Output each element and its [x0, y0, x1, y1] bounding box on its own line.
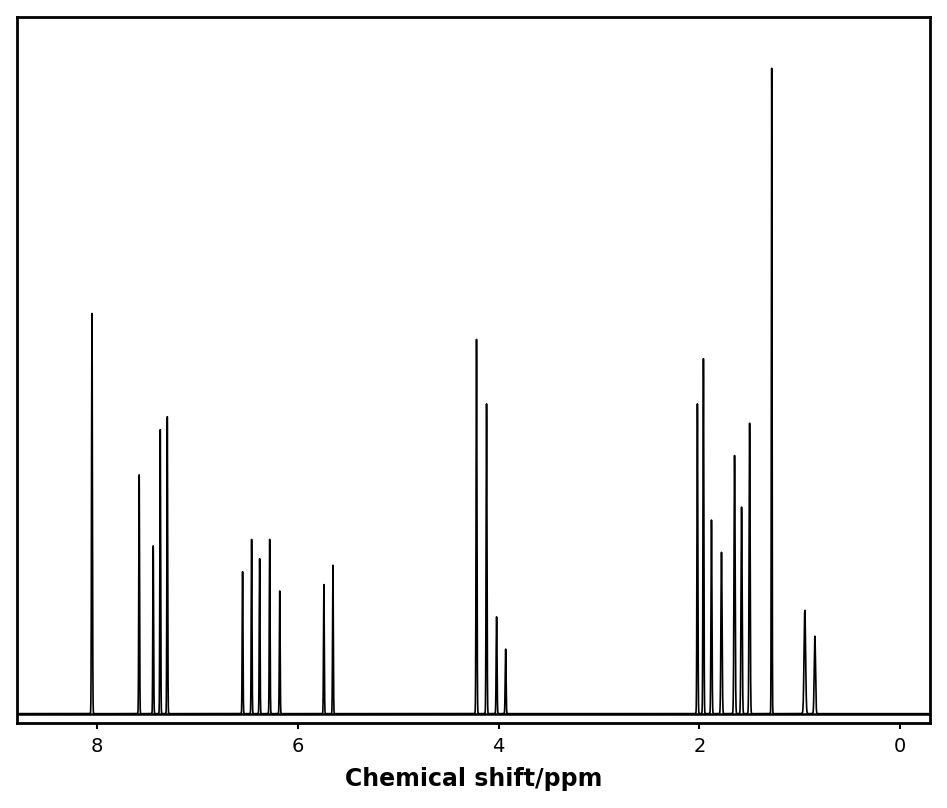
X-axis label: Chemical shift/ppm: Chemical shift/ppm: [345, 768, 602, 791]
